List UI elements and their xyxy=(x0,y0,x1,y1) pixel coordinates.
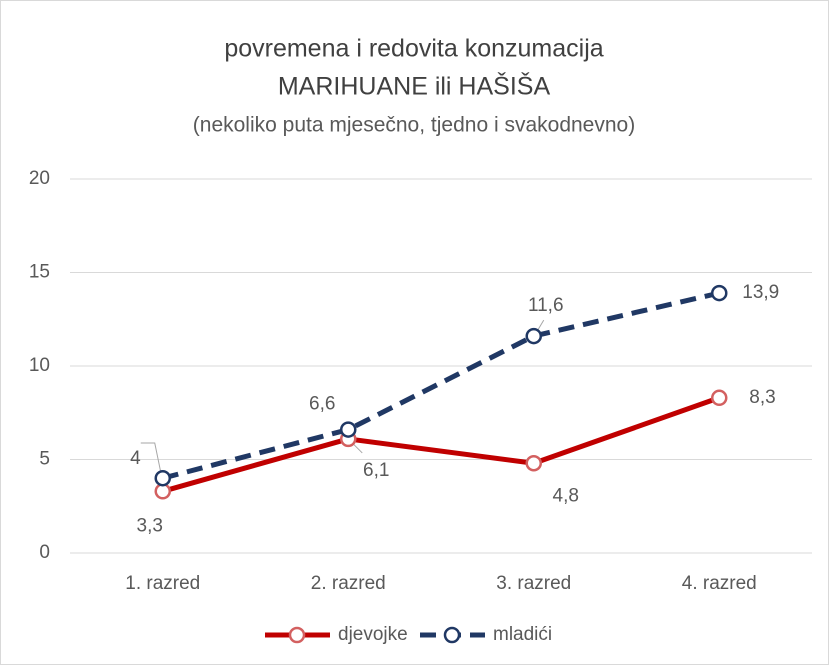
leader-line xyxy=(140,442,162,473)
data-label: 6,1 xyxy=(363,460,389,481)
legend-marker xyxy=(288,626,306,644)
y-tick-label: 15 xyxy=(29,262,50,283)
marker xyxy=(525,454,542,472)
legend-label: djevojke xyxy=(338,624,408,645)
data-label: 11,6 xyxy=(528,295,564,316)
marker xyxy=(340,421,357,438)
data-label: 8,3 xyxy=(749,387,775,408)
x-tick-label: 1. razred xyxy=(125,573,200,594)
marker xyxy=(154,469,171,487)
legend-label: mladići xyxy=(493,624,552,645)
data-label: 4,8 xyxy=(553,485,579,506)
chart-subtitle: (nekoliko puta mjesečno, tjedno i svakod… xyxy=(193,114,635,137)
chart-title: MARIHUANE ili HAŠIŠA xyxy=(278,72,551,101)
legend-marker xyxy=(443,626,461,644)
marker xyxy=(711,284,728,302)
x-tick-label: 3. razred xyxy=(496,573,571,594)
y-tick-label: 20 xyxy=(29,168,50,189)
data-label: 3,3 xyxy=(137,515,163,536)
series-line xyxy=(162,395,721,494)
x-tick-label: 4. razred xyxy=(682,573,757,594)
y-tick-label: 10 xyxy=(29,355,50,376)
x-tick-label: 2. razred xyxy=(311,573,386,594)
y-tick-label: 0 xyxy=(39,542,50,563)
marker xyxy=(525,327,542,345)
y-tick-label: 5 xyxy=(39,449,50,470)
data-label: 6,6 xyxy=(309,394,335,415)
data-label: 13,9 xyxy=(742,282,779,303)
data-label: 4 xyxy=(130,448,141,469)
chart-title: povremena i redovita konzumacija xyxy=(224,35,603,63)
marker xyxy=(711,389,728,407)
leader-line xyxy=(537,319,545,331)
